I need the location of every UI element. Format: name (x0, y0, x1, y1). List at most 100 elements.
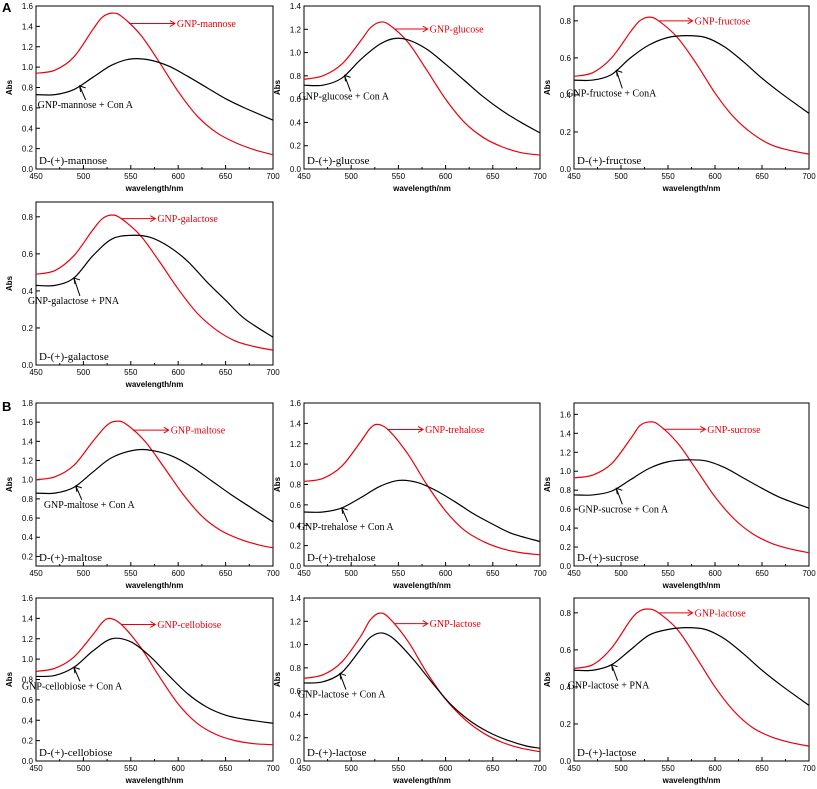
series-annotation-complex: GNP-cellobiose + Con A (22, 681, 123, 692)
x-tick-label: 550 (124, 764, 138, 773)
y-tick-label: 1.0 (22, 655, 34, 664)
y-tick-label: 0.0 (560, 165, 572, 174)
x-tick-label: 500 (77, 368, 91, 377)
x-tick-label: 450 (567, 764, 581, 773)
series-annotation-free: GNP-galactose (157, 214, 218, 225)
x-tick-label: 450 (297, 764, 311, 773)
series-annotation-complex: GNP-lactose + Con A (298, 689, 386, 700)
x-tick-label: 650 (219, 764, 233, 773)
series-annotation-complex: GNP-fructose + ConA (566, 88, 657, 99)
y-tick-label: 0.6 (560, 646, 572, 655)
y-tick-label: 1.2 (22, 457, 34, 466)
plot-frame (303, 597, 541, 762)
spectrum-chart-6: 450 500 550 600 650 700 0.0 0.2 0.4 0.6 0.8 1.0 1.2 1… (273, 399, 547, 590)
y-tick-label: 0.4 (22, 124, 34, 133)
series-annotation-free: GNP-trehalose (425, 425, 485, 436)
series-annotation-complex: GNP-glucose + Con A (299, 91, 390, 102)
annotation-arrowhead (687, 17, 694, 25)
sugar-label: D-(+)-galactose (39, 351, 109, 363)
x-tick-label: 500 (614, 569, 628, 578)
series-line-gnp-lectin (573, 627, 810, 706)
y-axis-label: Abs (543, 671, 552, 687)
y-tick-label: 1.4 (290, 594, 302, 603)
spectrum-chart-5: 450 500 550 600 650 700 0.2 0.4 0.6 0.8 1.0 1.2 1.4 1… (5, 399, 280, 590)
series-line-free-gnp (303, 423, 541, 556)
series-line-free-gnp (35, 617, 274, 746)
y-tick-label: 0.6 (290, 687, 302, 696)
y-tick-label: 0.4 (290, 521, 302, 530)
series-annotation-complex: GNP-maltose + Con A (44, 500, 136, 511)
annotation-arrow (79, 85, 87, 101)
series-line-gnp-lectin (303, 632, 541, 749)
x-tick-label: 650 (219, 172, 233, 181)
y-tick-label: 0.8 (560, 17, 572, 26)
y-tick-label: 1.6 (22, 2, 34, 11)
y-tick-label: 1.4 (22, 437, 34, 446)
sugar-label: D-(+)-mannose (39, 155, 107, 167)
y-tick-label: 1.6 (560, 410, 572, 419)
x-tick-label: 600 (172, 172, 186, 181)
y-tick-label: 0.2 (22, 737, 34, 746)
y-axis-label: Abs (273, 476, 282, 492)
y-tick-label: 0.2 (290, 142, 302, 151)
x-tick-label: 550 (124, 368, 138, 377)
y-tick-label: 0.8 (22, 676, 34, 685)
y-tick-label: 1.4 (560, 429, 572, 438)
sugar-label: D-(+)-cellobiose (39, 747, 113, 759)
x-axis-label: wavelength/nm (392, 581, 451, 590)
x-tick-label: 650 (755, 569, 769, 578)
x-tick-label: 550 (392, 764, 406, 773)
annotation-arrowhead (341, 507, 348, 515)
y-tick-label: 0.2 (560, 543, 572, 552)
y-tick-label: 0.2 (22, 552, 34, 561)
x-tick-label: 500 (345, 172, 359, 181)
x-tick-label: 650 (486, 569, 500, 578)
annotation-arrow (611, 664, 619, 681)
panel-label-b: B (2, 399, 12, 414)
x-tick-label: 450 (297, 569, 311, 578)
x-tick-label: 500 (614, 764, 628, 773)
y-tick-label: 1.4 (290, 419, 302, 428)
series-annotation-free: GNP-glucose (430, 24, 484, 35)
series-line-gnp-lectin (35, 448, 274, 523)
x-tick-label: 450 (567, 172, 581, 181)
plot-frame (303, 5, 541, 170)
y-tick-label: 0.0 (290, 165, 302, 174)
series-line-gnp-lectin (573, 35, 810, 114)
x-tick-label: 600 (172, 368, 186, 377)
y-tick-label: 0.4 (560, 683, 572, 692)
y-tick-label: 0.8 (22, 213, 34, 222)
annotation-arrow (75, 485, 83, 501)
x-tick-label: 500 (345, 764, 359, 773)
annotation-arrowhead (339, 672, 347, 680)
series-line-free-gnp (303, 21, 541, 156)
annotation-arrow (344, 75, 352, 92)
y-tick-label: 0.8 (22, 84, 34, 93)
y-axis-label: Abs (5, 79, 14, 95)
y-tick-label: 0.0 (290, 757, 302, 766)
y-tick-label: 0.4 (22, 716, 34, 725)
y-tick-label: 0.0 (22, 757, 34, 766)
annotation-arrowhead (343, 74, 351, 82)
annotation-arrowhead (687, 609, 694, 617)
y-tick-label: 0.4 (22, 287, 34, 296)
x-tick-label: 700 (533, 764, 547, 773)
x-tick-label: 700 (802, 764, 816, 773)
x-tick-label: 700 (533, 172, 547, 181)
series-annotation-complex: GNP-lactose + PNA (568, 681, 651, 692)
y-tick-label: 1.4 (22, 22, 34, 31)
x-tick-label: 550 (661, 764, 675, 773)
x-tick-label: 700 (266, 569, 280, 578)
x-axis-label: wavelength/nm (125, 380, 184, 389)
spectrum-chart-4: 450 500 550 600 650 700 0.0 0.2 0.4 0.6 0.8 wavelen… (5, 201, 280, 389)
annotation-arrowhead (422, 620, 429, 628)
annotation-arrowhead (615, 487, 623, 495)
x-tick-label: 450 (29, 172, 43, 181)
series-line-gnp-lectin (35, 58, 274, 121)
sugar-label: D-(+)-glucose (307, 155, 370, 167)
y-tick-label: 0.2 (290, 734, 302, 743)
y-tick-label: 0.6 (290, 95, 302, 104)
y-tick-label: 0.8 (290, 72, 302, 81)
spectrum-chart-2: 450 500 550 600 650 700 0.0 0.2 0.4 0.6 0.8 1.0 1.2 1… (273, 2, 547, 193)
y-tick-label: 0.0 (22, 165, 34, 174)
